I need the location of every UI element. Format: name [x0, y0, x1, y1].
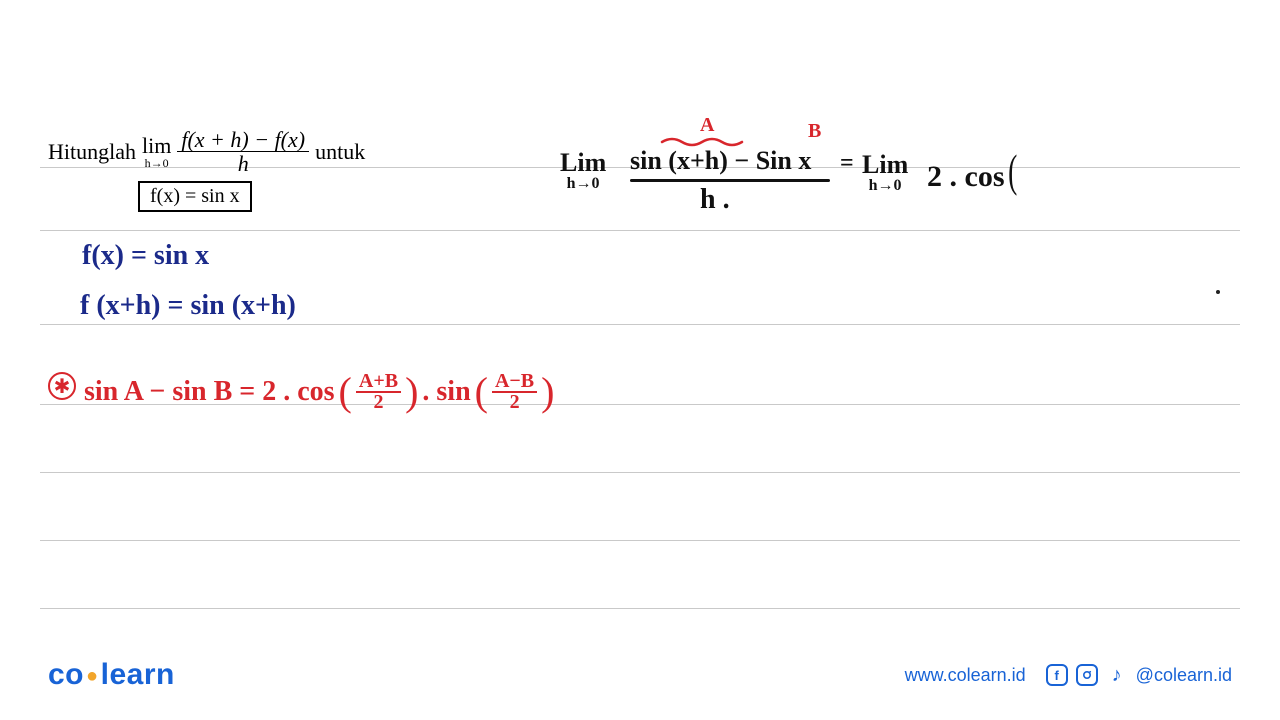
lim-label-hand: Lim — [560, 150, 606, 176]
limit-symbol-hand: Lim h→0 — [560, 150, 606, 192]
rule-line — [40, 324, 1240, 325]
identity-lhs: sin A − sin B = 2 . cos — [84, 376, 335, 408]
rule-line — [40, 608, 1240, 609]
big-open-paren: ( — [1008, 144, 1017, 197]
lim-sub-hand-2: h→0 — [869, 178, 902, 194]
frac1-den: 2 — [370, 393, 386, 412]
social-handle: f ♪ @colearn.id — [1046, 664, 1232, 686]
rhs-numerator: sin (x+h) − Sin x — [630, 146, 811, 176]
handle-text: @colearn.id — [1136, 665, 1232, 686]
identity-middle: . sin — [422, 376, 470, 408]
frac2-den: 2 — [507, 393, 523, 412]
rule-line — [40, 540, 1240, 541]
rule-line — [40, 472, 1240, 473]
given-function-box: f(x) = sin x — [138, 181, 252, 212]
footer: co●learn www.colearn.id f ♪ @colearn.id — [48, 658, 1232, 692]
facebook-icon: f — [1046, 664, 1068, 686]
annotation-label-b: B — [808, 120, 821, 143]
rhs-limit-1: Lim h→0 — [560, 150, 606, 192]
paren-close-1: ) — [405, 368, 418, 415]
limit-subscript: h→0 — [145, 157, 169, 169]
lim-sub-hand: h→0 — [567, 176, 600, 192]
identity-frac-2: A−B 2 — [492, 372, 537, 412]
frac2-num: A−B — [492, 372, 537, 393]
rhs-denominator: h . — [700, 184, 730, 216]
colearn-logo: co●learn — [48, 658, 175, 692]
limit-label: lim — [142, 135, 171, 157]
limit-symbol: lim h→0 — [142, 135, 171, 169]
prompt-word: Hitunglah — [48, 139, 136, 165]
asterisk-marker: ✱ — [48, 372, 76, 400]
handwriting-line-2: f (x+h) = sin (x+h) — [80, 290, 296, 322]
lim-label-hand-2: Lim — [862, 152, 908, 178]
paren-open-2: ( — [475, 368, 488, 415]
logo-learn: learn — [101, 658, 175, 691]
rhs-fraction-bar — [630, 179, 830, 182]
logo-dot-icon: ● — [84, 665, 101, 687]
handwriting-line-1: f(x) = sin x — [82, 240, 209, 272]
whiteboard-page: Hitunglah lim h→0 f(x + h) − f(x) h untu… — [0, 0, 1280, 720]
logo-co: co — [48, 658, 84, 691]
identity-frac-1: A+B 2 — [356, 372, 401, 412]
problem-statement: Hitunglah lim h→0 f(x + h) − f(x) h untu… — [48, 128, 365, 212]
fraction-numerator: f(x + h) − f(x) — [177, 128, 309, 152]
trig-identity: sin A − sin B = 2 . cos ( A+B 2 ) . sin … — [84, 368, 554, 415]
footer-links: www.colearn.id f ♪ @colearn.id — [905, 664, 1232, 686]
difference-quotient: f(x + h) − f(x) h — [177, 128, 309, 175]
paren-close-2: ) — [541, 368, 554, 415]
equals-sign: = — [840, 150, 854, 177]
asterisk-icon: ✱ — [54, 374, 71, 399]
trailing-word: untuk — [315, 139, 365, 165]
result-prefix: 2 . cos — [927, 160, 1005, 193]
fraction-denominator: h — [234, 152, 253, 175]
tiktok-icon: ♪ — [1106, 664, 1128, 686]
footer-url: www.colearn.id — [905, 665, 1026, 686]
instagram-icon — [1076, 664, 1098, 686]
rhs-result-start: 2 . cos( — [927, 144, 1020, 197]
frac1-num: A+B — [356, 372, 401, 393]
paren-open-1: ( — [339, 368, 352, 415]
stray-dot — [1216, 290, 1220, 294]
rule-line — [40, 230, 1240, 231]
rhs-limit-2: Lim h→0 — [862, 150, 908, 194]
